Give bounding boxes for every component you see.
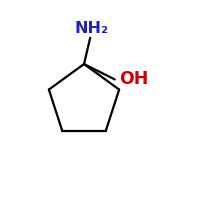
Text: NH₂: NH₂ bbox=[75, 21, 109, 36]
Text: OH: OH bbox=[119, 70, 148, 88]
